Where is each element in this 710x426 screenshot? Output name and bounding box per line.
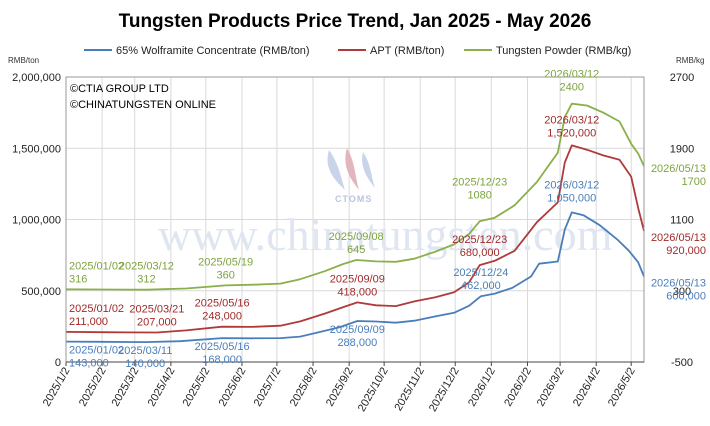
data-annotations: 2025/01/023162025/03/123122025/05/193602…	[69, 69, 706, 370]
data-label-value: 288,000	[337, 337, 377, 349]
y-right-tick-label: -500	[671, 357, 693, 369]
apt-line	[65, 144, 645, 334]
right-axis-unit: RMB/kg	[676, 56, 704, 65]
chart-title: Tungsten Products Price Trend, Jan 2025 …	[119, 11, 592, 32]
y-left-tick-label: 0	[55, 357, 61, 369]
wolframite-concentrate-line	[65, 211, 645, 343]
y-left-tick-label: 1,500,000	[12, 143, 61, 155]
data-label-date: 2025/01/02	[69, 260, 124, 272]
logo-drop-left	[327, 150, 345, 190]
data-label-date: 2025/09/09	[330, 324, 385, 336]
data-label-date: 2025/01/02	[69, 345, 124, 357]
data-label-date: 2025/03/11	[118, 345, 172, 357]
ctoms-logo: CTOMS	[327, 148, 375, 204]
y-right-tick-label: 1900	[670, 143, 694, 155]
data-label-date: 2025/09/09	[330, 273, 385, 285]
data-label-value: 1080	[467, 189, 491, 201]
logo-drop-middle	[345, 148, 359, 190]
data-label-value: 1700	[682, 176, 706, 188]
watermark-text: www.chinatungsten.com	[158, 209, 613, 260]
data-label-value: 1,520,000	[547, 127, 596, 139]
logo-text: CTOMS	[335, 194, 372, 204]
data-label-value: 680,000	[460, 247, 500, 259]
tungsten-powder-line	[65, 102, 645, 291]
legend-label-wolframite: 65% Wolframite Concentrate (RMB/ton)	[116, 45, 310, 57]
data-label-date: 2025/12/23	[452, 176, 507, 188]
data-label-value: 211,000	[69, 316, 108, 328]
data-label-value: 418,000	[337, 286, 377, 298]
watermark-group: CTOMS www.chinatungsten.com	[158, 148, 613, 260]
y-right-tick-label: 1100	[670, 215, 694, 227]
data-label-value: 207,000	[137, 317, 177, 329]
data-label-value: 140,000	[125, 358, 165, 370]
data-label-value: 143,000	[69, 358, 109, 370]
data-label-value: 462,000	[461, 280, 501, 292]
data-label-date: 2025/03/21	[129, 304, 184, 316]
legend: 65% Wolframite Concentrate (RMB/ton) APT…	[84, 45, 631, 57]
logo-drop-right	[362, 152, 375, 188]
left-axis-unit: RMB/ton	[8, 56, 39, 65]
credits: ©CTIA GROUP LTD ©CHINATUNGSTEN ONLINE	[70, 83, 216, 111]
data-label-value: 248,000	[202, 311, 242, 323]
legend-label-tungsten-powder: Tungsten Powder (RMB/kg)	[496, 45, 631, 57]
credit-chinatungsten: ©CHINATUNGSTEN ONLINE	[70, 99, 216, 111]
data-label-date: 2025/05/16	[195, 341, 250, 353]
data-label-value: 1,050,000	[547, 192, 596, 204]
y-left-tick-label: 1,000,000	[12, 215, 61, 227]
y-left-tick-label: 500,000	[21, 286, 61, 298]
data-label-value: 168,000	[202, 354, 242, 366]
data-label-value: 600,000	[666, 291, 706, 303]
credit-ctia: ©CTIA GROUP LTD	[70, 83, 169, 95]
data-label-value: 645	[347, 244, 365, 256]
y-right-tick-label: 2700	[670, 72, 694, 84]
data-label: 2026/03/121,520,000	[544, 114, 599, 139]
data-label-date: 2025/09/08	[329, 231, 384, 243]
data-label-date: 2026/05/13	[651, 163, 706, 175]
data-label-date: 2026/03/12	[544, 69, 599, 81]
legend-label-apt: APT (RMB/ton)	[370, 45, 444, 57]
data-label-value: 920,000	[666, 245, 706, 257]
data-label-date: 2026/03/12	[544, 114, 599, 126]
data-label-date: 2026/05/13	[651, 232, 706, 244]
data-label-date: 2025/12/23	[452, 234, 507, 246]
data-label-value: 2400	[560, 82, 584, 94]
data-label-date: 2026/05/13	[651, 278, 706, 290]
data-label-value: 316	[69, 273, 87, 285]
data-label-date: 2025/05/19	[198, 256, 253, 268]
data-label-date: 2025/12/24	[453, 267, 508, 279]
data-label-date: 2025/03/12	[119, 261, 174, 273]
data-label-value: 312	[137, 274, 155, 286]
y-left-tick-label: 2,000,000	[12, 72, 61, 84]
series-lines	[65, 102, 645, 343]
data-label-value: 360	[216, 269, 234, 281]
data-label-date: 2025/01/02	[69, 303, 124, 315]
y-right-tick-label: 300	[673, 286, 691, 298]
data-label-date: 2025/05/16	[195, 298, 250, 310]
data-label-date: 2026/03/12	[544, 179, 599, 191]
data-label: 2026/03/121,050,000	[544, 179, 599, 204]
